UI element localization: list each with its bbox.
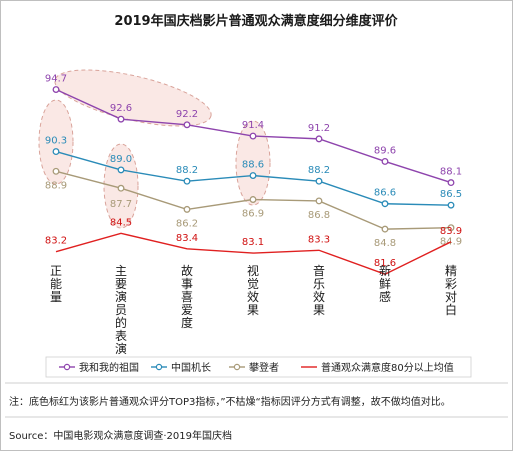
data-point	[381, 157, 389, 165]
legend-item-2: 中国机长	[151, 361, 211, 374]
legend: 我和我的祖国 中国机长 攀登者 普通观众满意度80分以上均值	[45, 356, 472, 378]
data-label: 86.8	[308, 210, 330, 221]
source-text: Source：中国电影观众满意度调查·2019年国庆档	[9, 429, 232, 442]
data-point	[315, 177, 323, 185]
legend-label: 攀登者	[249, 361, 279, 374]
data-label: 89.6	[374, 145, 396, 156]
data-label: 92.6	[110, 103, 132, 114]
series-line-4	[55, 232, 452, 275]
x-axis: 正能量 主要演员的表演 故事喜爱度 视觉效果 音乐效果 新鲜感 精彩对白	[50, 263, 457, 356]
data-label: 83.9	[440, 226, 462, 237]
footnote: 注：底色标红为该影片普通观众评分TOP3指标，”不枯燥“指标因评分方式有调整，故…	[9, 395, 451, 408]
legend-label: 我和我的祖国	[79, 361, 139, 374]
data-label: 88.6	[242, 160, 264, 171]
data-label: 89.0	[110, 154, 132, 165]
legend-marker	[63, 363, 71, 371]
series-2: 90.3 89.0 88.2 88.6 88.2 86.6 86.5	[45, 136, 462, 209]
data-label: 87.7	[110, 199, 132, 210]
legend-marker	[233, 363, 241, 371]
legend-label: 中国机长	[171, 361, 211, 374]
data-label: 91.2	[308, 123, 330, 134]
data-label: 86.5	[440, 189, 462, 200]
data-point	[381, 200, 389, 208]
data-point	[183, 205, 191, 213]
x-tick-label: 故事喜爱度	[181, 263, 193, 330]
highlight-ellipse-2	[38, 99, 74, 185]
data-point	[315, 135, 323, 143]
x-tick-label: 视觉效果	[247, 263, 259, 317]
data-point	[117, 184, 125, 192]
series-1: 94.7 92.6 92.2 91.4 91.2 89.6 88.1	[45, 74, 462, 187]
data-label: 90.3	[45, 136, 67, 147]
legend-box	[45, 356, 472, 378]
legend-marker	[155, 363, 163, 371]
data-label: 86.2	[176, 218, 198, 229]
data-point	[447, 201, 455, 209]
data-label: 94.7	[45, 74, 67, 85]
data-label: 83.4	[176, 233, 198, 244]
x-tick-label: 音乐效果	[313, 263, 325, 317]
series-4: 83.2 84.5 83.4 83.1 83.3 81.6 83.9	[45, 217, 462, 275]
data-point	[52, 86, 60, 93]
data-point	[249, 196, 257, 203]
x-tick-label: 主要演员的表演	[115, 264, 127, 356]
data-point	[447, 224, 455, 232]
data-point	[447, 179, 455, 187]
data-point	[117, 115, 125, 123]
data-label: 83.3	[308, 234, 330, 245]
data-point	[381, 225, 389, 233]
data-label: 84.5	[110, 217, 132, 228]
x-tick-label: 新鲜感	[379, 263, 391, 304]
legend-label: 普通观众满意度80分以上均值	[321, 361, 454, 374]
data-point	[249, 172, 257, 179]
legend-item-3: 攀登者	[229, 361, 279, 374]
data-point	[52, 167, 60, 175]
x-tick-label: 精彩对白	[445, 264, 457, 317]
highlight-ellipse-4	[235, 120, 271, 206]
data-label: 88.2	[308, 165, 330, 176]
data-label: 83.1	[242, 237, 264, 248]
data-label: 88.1	[440, 167, 462, 178]
data-label: 86.9	[242, 209, 264, 220]
data-point	[52, 148, 60, 156]
data-point	[117, 166, 125, 174]
data-point	[249, 132, 257, 140]
data-label: 83.2	[45, 236, 67, 247]
data-label: 88.9	[45, 180, 67, 191]
highlight-layer	[38, 69, 271, 229]
legend-item-1: 我和我的祖国	[59, 361, 139, 374]
x-tick-label: 正能量	[50, 264, 62, 304]
data-label: 81.6	[374, 258, 396, 269]
data-label: 86.6	[374, 188, 396, 199]
data-point	[315, 197, 323, 205]
plot-area: 94.7 92.6 92.2 91.4 91.2 89.6 88.1 90.3 89.0 88.2…	[45, 74, 462, 275]
data-label: 84.8	[374, 238, 396, 249]
chart-title: 2019年国庆档影片普通观众满意度细分维度评价	[114, 13, 398, 29]
data-label: 91.4	[242, 120, 264, 131]
data-label: 88.2	[176, 165, 198, 176]
data-point	[183, 121, 191, 129]
data-point	[183, 177, 191, 185]
data-label: 92.2	[176, 109, 198, 120]
legend-item-4: 普通观众满意度80分以上均值	[301, 361, 454, 374]
